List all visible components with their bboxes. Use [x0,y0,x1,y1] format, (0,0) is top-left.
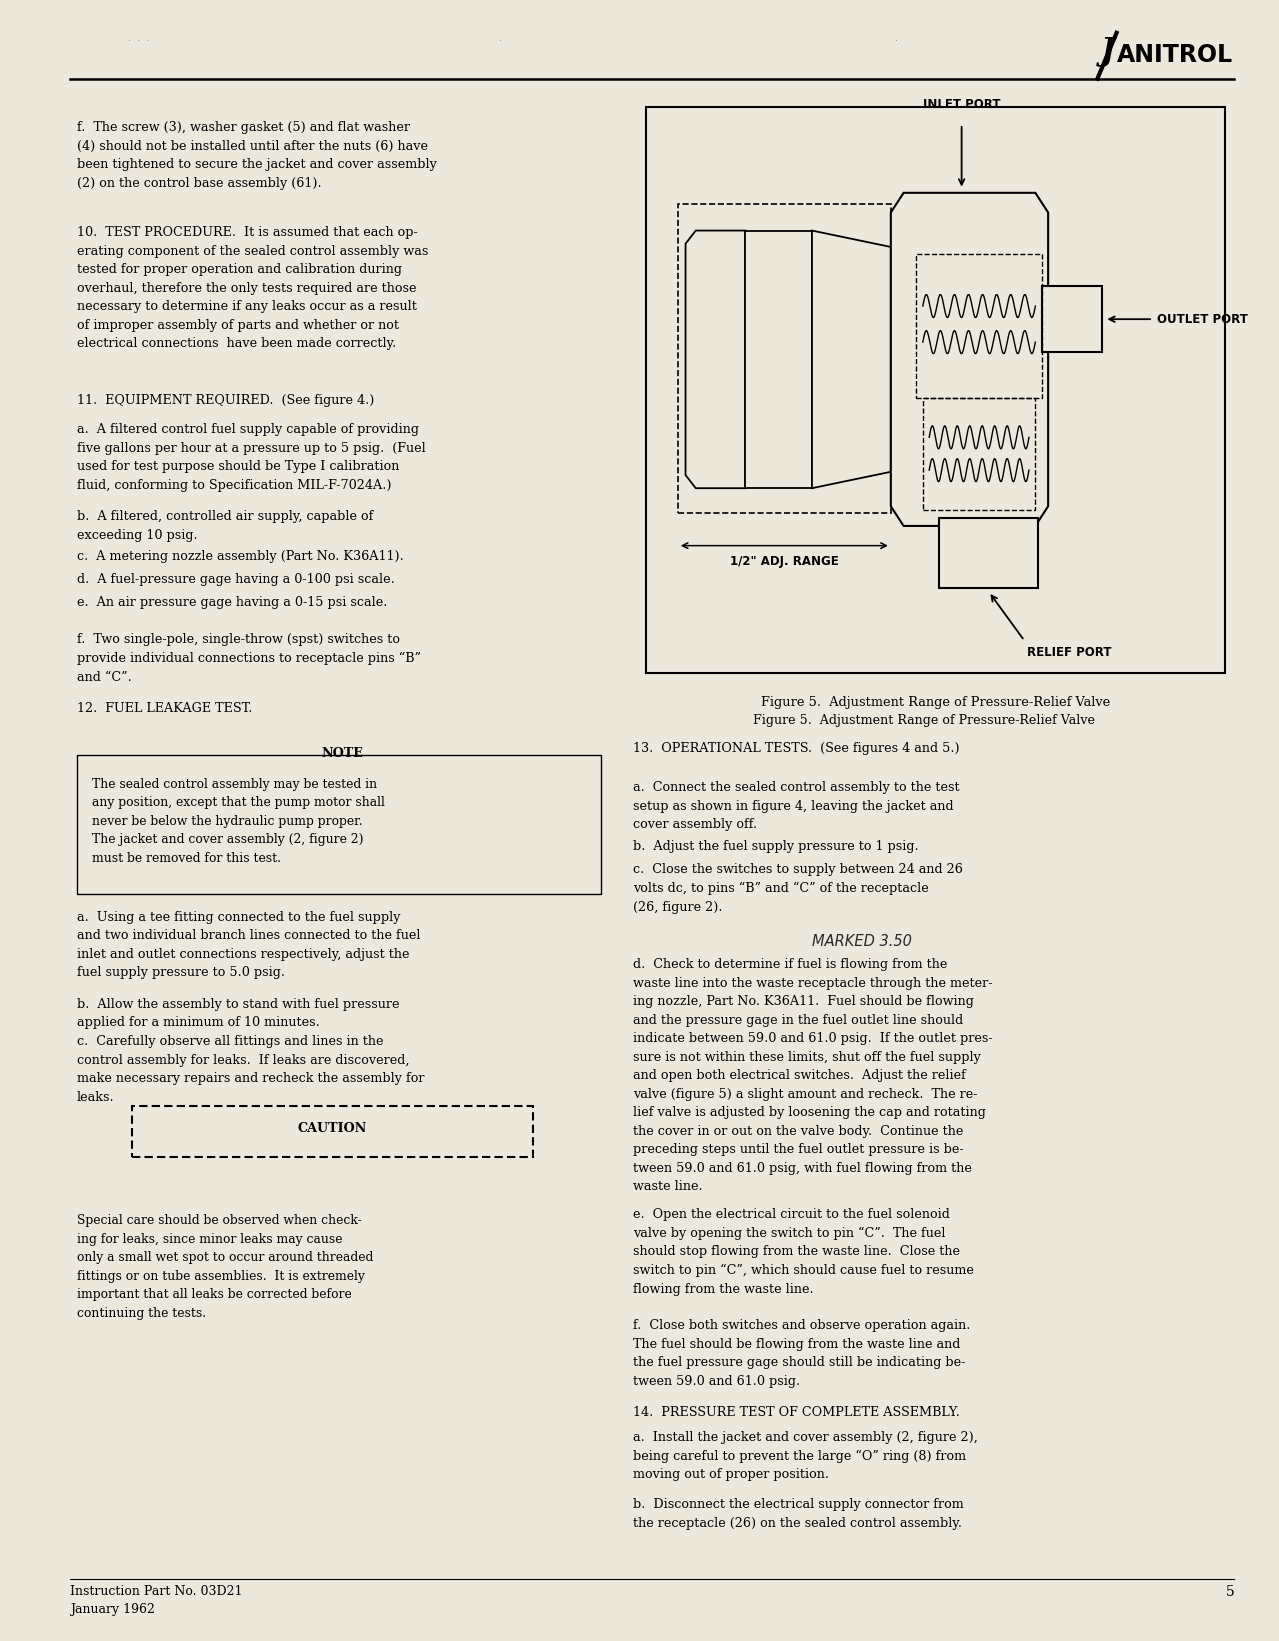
Text: J: J [1101,36,1115,67]
Polygon shape [746,230,812,489]
Text: d.  A fuel-pressure gage having a 0-100 psi scale.: d. A fuel-pressure gage having a 0-100 p… [77,573,394,586]
Text: e.  Open the electrical circuit to the fuel solenoid
valve by opening the switch: e. Open the electrical circuit to the fu… [633,1208,975,1295]
Text: b.  Disconnect the electrical supply connector from
the receptacle (26) on the s: b. Disconnect the electrical supply conn… [633,1498,964,1529]
Bar [646,107,1225,673]
Text: b.  A filtered, controlled air supply, capable of
exceeding 10 psig.: b. A filtered, controlled air supply, ca… [77,510,373,542]
Text: 11.  EQUIPMENT REQUIRED.  (See figure 4.): 11. EQUIPMENT REQUIRED. (See figure 4.) [77,394,375,407]
Text: f.  Close both switches and observe operation again.
The fuel should be flowing : f. Close both switches and observe opera… [633,1319,971,1388]
Text: Special care should be observed when check-
ing for leaks, since minor leaks may: Special care should be observed when che… [77,1214,373,1319]
Text: a.  Install the jacket and cover assembly (2, figure 2),
being careful to preven: a. Install the jacket and cover assembly… [633,1431,978,1482]
Text: c.  A metering nozzle assembly (Part No. K36A11).: c. A metering nozzle assembly (Part No. … [77,550,403,563]
Text: Instruction Part No. 03D21
January 1962: Instruction Part No. 03D21 January 1962 [70,1585,243,1616]
Text: 14.  PRESSURE TEST OF COMPLETE ASSEMBLY.: 14. PRESSURE TEST OF COMPLETE ASSEMBLY. [633,1406,961,1419]
Text: a.  A filtered control fuel supply capable of providing
five gallons per hour at: a. A filtered control fuel supply capabl… [77,423,426,492]
Text: ·: · [895,36,898,46]
Text: c.  Close the switches to supply between 24 and 26
volts dc, to pins “B” and “C”: c. Close the switches to supply between … [633,863,963,914]
Text: Figure 5.  Adjustment Range of Pressure-Relief Valve: Figure 5. Adjustment Range of Pressure-R… [761,696,1110,709]
Text: MARKED 3.50: MARKED 3.50 [812,934,912,948]
Text: a.  Using a tee fitting connected to the fuel supply
and two individual branch l: a. Using a tee fitting connected to the … [77,911,421,980]
Text: ·  ·  ·: · · · [128,36,150,46]
Bar [939,519,1039,589]
Text: f.  The screw (3), washer gasket (5) and flat washer
(4) should not be installed: f. The screw (3), washer gasket (5) and … [77,121,436,190]
Text: b.  Allow the assembly to stand with fuel pressure
applied for a minimum of 10 m: b. Allow the assembly to stand with fuel… [77,998,399,1029]
Text: b.  Adjust the fuel supply pressure to 1 psig.: b. Adjust the fuel supply pressure to 1 … [633,840,918,853]
Text: ANITROL: ANITROL [1117,43,1233,67]
Text: 10.  TEST PROCEDURE.  It is assumed that each op-
erating component of the seale: 10. TEST PROCEDURE. It is assumed that e… [77,226,428,351]
Bar [678,205,890,512]
Bar [916,254,1041,399]
Text: ·: · [499,36,501,46]
Text: 13.  OPERATIONAL TESTS.  (See figures 4 and 5.): 13. OPERATIONAL TESTS. (See figures 4 an… [633,742,959,755]
Bar [923,399,1036,509]
Text: e.  An air pressure gage having a 0-15 psi scale.: e. An air pressure gage having a 0-15 ps… [77,596,388,609]
Text: CAUTION: CAUTION [298,1122,367,1134]
Text: 12.  FUEL LEAKAGE TEST.: 12. FUEL LEAKAGE TEST. [77,702,252,715]
Bar [1041,286,1102,351]
Text: Figure 5.  Adjustment Range of Pressure-Relief Valve: Figure 5. Adjustment Range of Pressure-R… [753,714,1095,727]
Polygon shape [812,230,890,489]
Text: 5: 5 [1225,1585,1234,1600]
Text: The sealed control assembly may be tested in
any position, except that the pump : The sealed control assembly may be teste… [92,778,385,865]
Polygon shape [890,194,1049,525]
Text: a.  Connect the sealed control assembly to the test
setup as shown in figure 4, : a. Connect the sealed control assembly t… [633,781,959,830]
Bar [77,755,601,894]
Text: OUTLET PORT: OUTLET PORT [1157,313,1248,325]
Text: NOTE: NOTE [321,747,363,760]
Text: f.  Two single-pole, single-throw (spst) switches to
provide individual connecti: f. Two single-pole, single-throw (spst) … [77,633,421,684]
Text: RELIEF PORT: RELIEF PORT [1027,647,1111,658]
Text: 1/2" ADJ. RANGE: 1/2" ADJ. RANGE [730,555,839,568]
Text: INLET PORT: INLET PORT [923,98,1000,110]
Text: d.  Check to determine if fuel is flowing from the
waste line into the waste rec: d. Check to determine if fuel is flowing… [633,958,993,1193]
Polygon shape [686,230,746,489]
Text: c.  Carefully observe all fittings and lines in the
control assembly for leaks. : c. Carefully observe all fittings and li… [77,1035,425,1104]
